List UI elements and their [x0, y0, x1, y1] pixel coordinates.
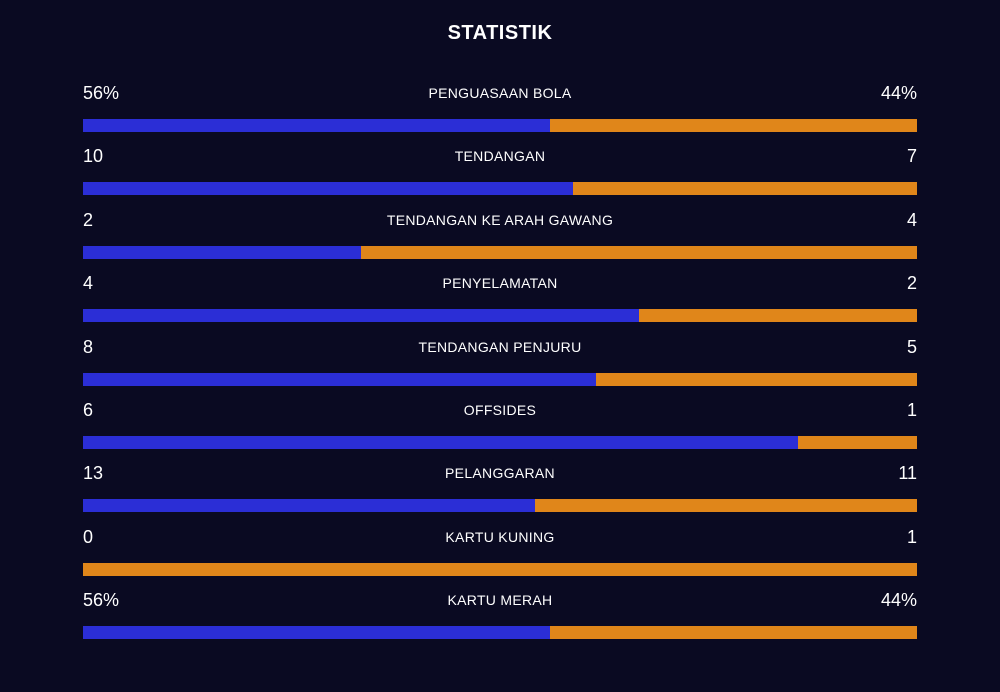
stat-home-value: 56%: [83, 83, 120, 103]
stat-away-value: 44%: [880, 590, 917, 611]
stats-title: STATISTIK: [447, 22, 553, 44]
bar-away-segment: [797, 435, 917, 449]
stat-label: PENGUASAAN BOLA: [428, 85, 572, 101]
bar-away-segment: [360, 245, 917, 259]
stat-home-value: 13: [83, 463, 104, 484]
stat-row-possession: 56% PENGUASAAN BOLA 44%: [83, 81, 917, 144]
bar-away-segment: [550, 626, 917, 640]
bar-home-segment: [83, 499, 536, 513]
stat-row-offsides: 6 OFFSIDES 1: [83, 398, 917, 461]
stat-home-value: 4: [83, 273, 94, 294]
stat-away-value: 5: [906, 336, 917, 357]
stat-home-value: 56%: [83, 590, 120, 611]
stat-row-shots-on-target: 2 TENDANGAN KE ARAH GAWANG 4: [83, 208, 917, 271]
stat-comparison-bar: [83, 309, 917, 323]
stat-label: TENDANGAN KE ARAH GAWANG: [386, 211, 614, 228]
stat-home-value: 2: [83, 209, 94, 230]
stat-label: KARTU MERAH: [447, 592, 553, 609]
stat-list: 56% PENGUASAAN BOLA 44% 10 TENDANGAN 7 2…: [83, 81, 917, 652]
stat-away-value: 2: [906, 273, 917, 294]
stat-comparison-bar: [83, 182, 917, 196]
stat-comparison-bar: [83, 435, 917, 449]
stat-label: PENYELAMATAN: [442, 275, 558, 292]
stat-away-value: 11: [898, 463, 917, 484]
stat-away-value: 44%: [880, 83, 917, 103]
bar-home-segment: [83, 372, 596, 386]
stat-row-yellow-cards: 0 KARTU KUNING 1: [83, 525, 917, 588]
stat-label: KARTU KUNING: [445, 528, 555, 545]
bar-away-segment: [83, 562, 917, 576]
stat-label: TENDANGAN PENJURU: [418, 338, 582, 355]
stat-comparison-bar: [83, 562, 917, 576]
stat-row-shots: 10 TENDANGAN 7: [83, 144, 917, 207]
stat-comparison-bar: [83, 626, 917, 640]
stat-label: TENDANGAN: [454, 148, 546, 165]
stat-comparison-bar: [83, 372, 917, 386]
stat-label: PELANGGARAN: [445, 465, 555, 482]
bar-away-segment: [535, 499, 917, 513]
stat-comparison-bar: [83, 499, 917, 513]
stat-row-saves: 4 PENYELAMATAN 2: [83, 271, 917, 334]
stat-row-red-cards: 56% KARTU MERAH 44%: [83, 588, 917, 651]
stat-home-value: 8: [83, 336, 94, 357]
stat-row-corners: 8 TENDANGAN PENJURU 5: [83, 335, 917, 398]
stat-home-value: 6: [83, 399, 94, 420]
stat-away-value: 1: [906, 526, 917, 547]
stat-away-value: 4: [906, 209, 917, 230]
stat-comparison-bar: [83, 119, 917, 132]
stat-comparison-bar: [83, 245, 917, 259]
bar-home-segment: [83, 245, 361, 259]
bar-away-segment: [639, 309, 917, 323]
bar-home-segment: [83, 119, 551, 132]
stat-home-value: 10: [83, 146, 104, 167]
bar-home-segment: [83, 626, 551, 640]
stat-label: OFFSIDES: [463, 401, 537, 418]
bar-home-segment: [83, 435, 798, 449]
bar-home-segment: [83, 182, 574, 196]
stat-row-fouls: 13 PELANGGARAN 11: [83, 461, 917, 524]
bar-away-segment: [595, 372, 917, 386]
bar-home-segment: [83, 309, 640, 323]
stat-away-value: 7: [906, 146, 917, 167]
bar-away-segment: [550, 119, 917, 132]
bar-away-segment: [573, 182, 917, 196]
stat-home-value: 0: [83, 526, 94, 547]
stat-away-value: 1: [906, 399, 917, 420]
